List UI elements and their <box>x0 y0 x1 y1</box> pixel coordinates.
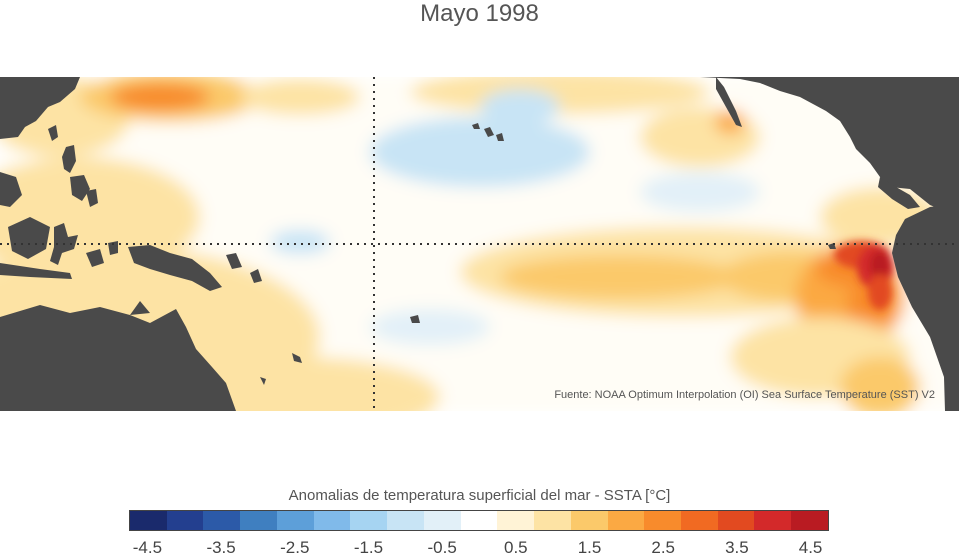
colorbar-swatch <box>276 511 314 530</box>
colorbar-swatch <box>313 511 351 530</box>
colorbar-tick-label: 4.5 <box>798 538 823 557</box>
colorbar-swatch <box>644 511 682 530</box>
ssta-map-canvas <box>0 77 959 411</box>
colorbar-tick-label: -0.5 <box>427 538 457 557</box>
colorbar-swatch <box>130 511 167 530</box>
colorbar-swatch <box>754 511 792 530</box>
colorbar-swatch <box>350 511 388 530</box>
colorbar-tick-label: -3.5 <box>206 538 236 557</box>
anomaly-core <box>834 241 893 310</box>
colorbar-swatch <box>791 511 828 530</box>
colorbar-swatch <box>681 511 718 530</box>
data-source-note: Fuente: NOAA Optimum Interpolation (OI) … <box>554 389 935 401</box>
legend: Anomalias de temperatura superficial del… <box>0 487 959 557</box>
colorbar-swatch <box>166 511 204 530</box>
colorbar-tick-label: 3.5 <box>725 538 749 557</box>
land <box>0 77 959 411</box>
colorbar-swatch <box>607 511 645 530</box>
ssta-map: Fuente: NOAA Optimum Interpolation (OI) … <box>0 77 959 411</box>
colorbar-swatch <box>534 511 571 530</box>
colorbar-swatch <box>240 511 277 530</box>
colorbar <box>129 510 829 531</box>
colorbar-tick-label: 1.5 <box>577 538 602 557</box>
colorbar-swatch <box>717 511 755 530</box>
legend-title: Anomalias de temperatura superficial del… <box>288 487 671 504</box>
colorbar-swatch <box>497 511 535 530</box>
colorbar-tick-label: -1.5 <box>353 538 384 557</box>
map-title: Mayo 1998 <box>420 0 539 27</box>
colorbar-tick-label: -4.5 <box>132 538 163 557</box>
colorbar-swatch <box>460 511 498 530</box>
gridlines <box>0 77 959 411</box>
colorbar-swatch <box>423 511 461 530</box>
colorbar-tick-label: 2.5 <box>651 538 676 557</box>
colorbar-tick-label: -2.5 <box>280 538 310 557</box>
colorbar-swatch <box>203 511 241 530</box>
colorbar-tick-label: 0.5 <box>504 538 528 557</box>
colorbar-swatch <box>387 511 424 530</box>
colorbar-swatch <box>570 511 608 530</box>
